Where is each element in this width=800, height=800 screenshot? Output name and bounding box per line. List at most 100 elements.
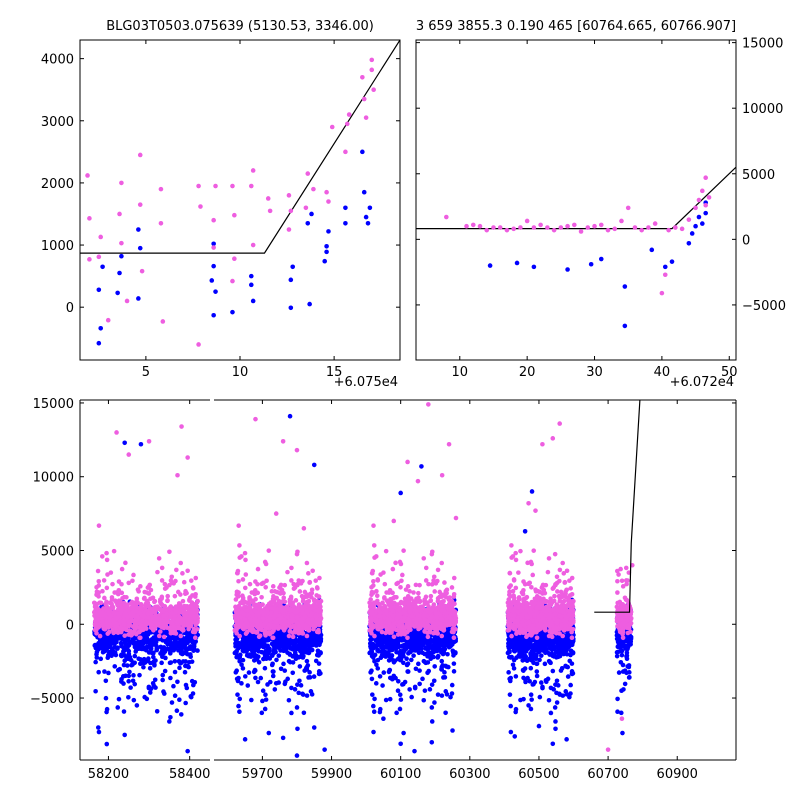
b-point-pink <box>191 586 196 591</box>
b-point-pink <box>123 560 128 566</box>
b-point-blue <box>442 670 447 675</box>
b-point-blue <box>429 682 435 687</box>
b-point-blue <box>554 640 560 645</box>
tl-ytick-label: 0 <box>66 301 74 316</box>
b-point-blue <box>250 643 255 649</box>
b-point-blue <box>253 675 258 681</box>
b-point-blue <box>564 692 569 697</box>
b-point-blue <box>513 674 519 679</box>
b-point-blue <box>311 674 317 679</box>
b-point-pink <box>96 612 101 618</box>
b-point-blue <box>173 635 179 640</box>
tl-point-pink <box>267 208 273 214</box>
b-point-blue <box>416 661 421 667</box>
b-point-blue <box>420 676 425 682</box>
tl-point-pink <box>124 298 130 304</box>
b-point-blue <box>159 660 164 666</box>
b-point-blue <box>316 661 322 666</box>
b-point-blue <box>237 696 243 702</box>
b-point-pink <box>188 578 194 583</box>
b-point-blue <box>368 650 374 655</box>
b-point-blue <box>109 653 114 659</box>
b-point-blue <box>161 651 166 656</box>
b-point-blue <box>105 639 111 644</box>
b-point-blue <box>548 710 554 716</box>
b-point-blue <box>542 661 548 667</box>
b-point-blue <box>520 658 525 663</box>
b-point-blue <box>237 659 242 664</box>
b-point-blue <box>451 653 456 658</box>
axes-top-left: BLG03T0503.075639 (5130.53, 3346.00) 5 10… <box>41 19 401 390</box>
b-point-pink <box>167 549 172 555</box>
tr-point-pink <box>662 272 668 278</box>
b-plot-area <box>91 400 641 758</box>
tl-point-pink <box>87 216 92 221</box>
b-point-blue <box>307 639 313 645</box>
b-point-blue <box>132 660 137 666</box>
tr-point-pink <box>652 221 658 226</box>
b-point-blue <box>437 647 442 652</box>
b-point-blue <box>425 660 431 665</box>
b-point-pink <box>193 601 198 607</box>
b-point-blue <box>371 729 376 735</box>
b-point-blue <box>131 697 137 703</box>
b-point-pink <box>106 611 112 617</box>
b-point-pink <box>177 610 182 615</box>
tr-point-blue <box>703 210 708 216</box>
b-point-blue <box>93 659 98 665</box>
b-point-pink <box>121 621 127 626</box>
b-point-blue <box>162 668 168 674</box>
b-point-pink <box>189 600 195 605</box>
b-point-blue <box>174 708 180 713</box>
b-point-blue <box>168 644 174 650</box>
b-point-blue <box>394 710 399 716</box>
b-point-blue <box>146 685 152 691</box>
b-point-blue <box>379 639 384 644</box>
b-point-blue <box>98 656 104 662</box>
b-point-blue <box>96 642 102 647</box>
b-point-blue <box>245 683 251 688</box>
b-point-blue <box>182 645 188 651</box>
b-point-pink <box>125 614 131 620</box>
b-point-blue <box>537 694 543 700</box>
tl-xtick-label: 15 <box>326 365 343 380</box>
tl-ytick-label: 1000 <box>41 239 74 254</box>
tl-point-pink <box>343 149 348 155</box>
tl-point-blue <box>307 301 312 307</box>
b-point-blue <box>293 654 298 659</box>
b-point-blue <box>375 648 380 653</box>
b-point-pink <box>135 587 141 592</box>
b-point-blue <box>104 635 109 641</box>
tr-point-blue <box>622 323 628 329</box>
b-point-pink <box>121 618 127 623</box>
tl-point-blue <box>98 326 104 331</box>
b-point-pink <box>145 614 151 620</box>
b-point-pink <box>105 631 111 636</box>
b-point-blue <box>134 642 139 648</box>
b-point-blue <box>621 687 626 692</box>
b-point-blue <box>616 649 622 654</box>
b-point-pink <box>181 610 187 615</box>
tl-point-pink <box>117 211 122 217</box>
b-point-blue <box>537 657 542 663</box>
b-point-blue <box>506 637 511 642</box>
b-point-pink <box>131 572 136 578</box>
offset-label-top-right: +6.072e4 <box>670 375 734 390</box>
tr-ytick-label: −5000 <box>742 299 786 314</box>
frame-top-right <box>415 39 737 361</box>
b-point-pink <box>177 603 183 609</box>
b-point-blue <box>96 729 102 735</box>
b-point-pink <box>121 594 127 600</box>
b-point-pink <box>133 600 138 605</box>
tl-point-blue <box>290 264 296 270</box>
tr-ytick-label: 15000 <box>742 37 783 52</box>
b-point-blue <box>389 653 394 659</box>
b-point-blue <box>256 649 262 654</box>
b-point-blue <box>165 638 171 643</box>
b-point-pink <box>124 605 130 611</box>
b-point-blue <box>306 675 311 680</box>
b-point-blue <box>439 658 445 664</box>
b-point-blue <box>522 647 527 653</box>
b-point-pink <box>183 588 188 594</box>
